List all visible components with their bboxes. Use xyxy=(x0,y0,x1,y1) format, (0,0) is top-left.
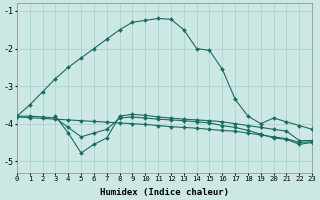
X-axis label: Humidex (Indice chaleur): Humidex (Indice chaleur) xyxy=(100,188,229,197)
